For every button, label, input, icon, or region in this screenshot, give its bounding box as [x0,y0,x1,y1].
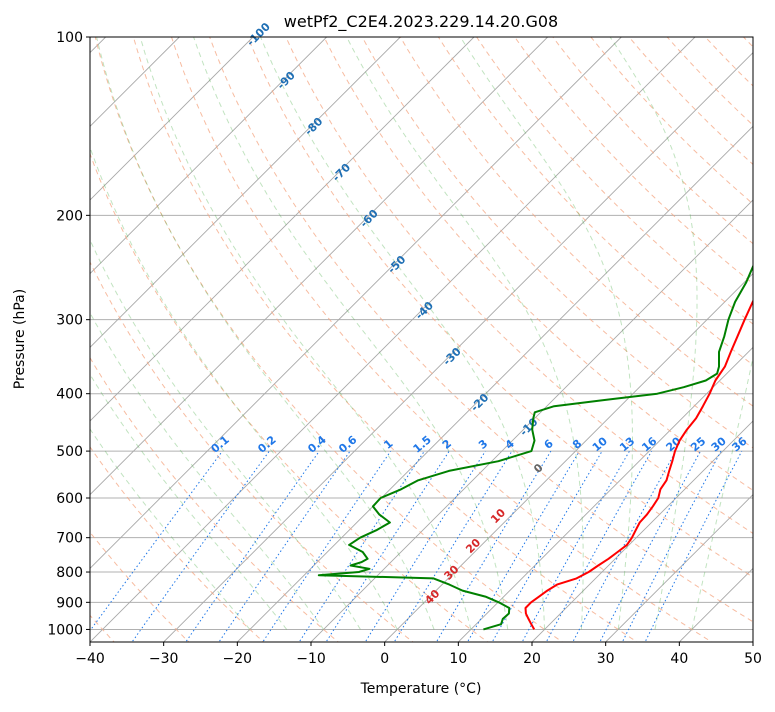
adiabat-label: 30 [442,563,462,583]
plot-frame [90,37,753,642]
moist-adiabat [1,37,324,629]
mixing-ratio-label: 3 [476,437,490,452]
x-tick-label: 10 [449,651,467,667]
isotherm [0,37,253,642]
dry-adiabat [92,24,566,645]
dry-adiabat [581,24,775,645]
dry-adiabat [17,24,416,645]
mixing-ratio-line [325,451,450,644]
x-axis-label: Temperature (°C) [360,681,482,697]
adiabat-label: -60 [358,207,381,230]
y-tick-label: 200 [56,208,83,224]
y-axis-label: Pressure (hPa) [12,289,28,389]
moist-adiabat [347,37,584,629]
isotherm [90,37,695,642]
y-tick-label: 700 [56,531,83,547]
dry-adiabat [506,24,775,645]
isotherm [679,37,775,642]
mixing-ratio-label: 2 [440,437,454,452]
isotherm [753,37,775,642]
x-tick-label: 40 [670,651,688,667]
dry-adiabat [130,24,641,645]
mixing-ratio-label: 4 [503,437,517,452]
adiabat-label: -100 [244,20,273,49]
mixing-ratio-line [644,451,742,644]
dry-adiabat [280,24,775,645]
x-tick-label: −40 [75,651,105,667]
y-tick-label: 100 [56,30,83,46]
x-tick-label: 30 [597,651,615,667]
moist-adiabat [194,37,508,629]
x-tick-label: −30 [149,651,179,667]
dry-adiabat [167,24,715,645]
adiabat-label: 10 [488,506,508,526]
adiabat-label: 40 [422,587,442,607]
isotherm [532,37,775,642]
dry-adiabat [430,24,775,645]
x-axis: −40 −30 −20 −10 0 10 20 30 40 50 [75,642,762,667]
dry-adiabat [355,24,775,645]
mixing-ratio-label: 1.5 [411,433,434,455]
isotherm [0,37,474,642]
mixing-ratio-line [217,451,350,644]
moist-adiabat [0,37,287,629]
adiabat-label: -50 [385,253,408,276]
x-tick-label: 0 [380,651,389,667]
moist-adiabat [261,37,545,629]
mixing-ratio-label: 8 [570,437,584,452]
y-tick-label: 400 [56,387,83,403]
moist-adiabat [692,37,775,629]
isotherm [311,37,775,642]
mixing-ratio-label: 6 [542,437,556,452]
adiabat-label: -30 [440,345,463,368]
chart-title: wetPf2_C2E4.2023.229.14.20.G08 [284,12,558,32]
mixing-ratio-label: 0.6 [336,433,360,456]
adiabat-label: -20 [468,391,491,414]
dry-adiabat [0,24,341,645]
isotherm [0,37,400,642]
moist-adiabat [0,37,250,629]
adiabat-label: -80 [302,115,325,138]
adiabat-label: 20 [463,536,483,556]
isotherm [164,37,769,642]
y-tick-label: 600 [56,491,83,507]
x-tick-label: −10 [296,651,326,667]
adiabat-label: -70 [330,161,353,184]
y-tick-label: 1000 [47,622,83,638]
y-tick-label: 300 [56,313,83,329]
dry-adiabat [318,24,775,645]
dry-adiabat [769,24,775,645]
dry-adiabat [393,24,775,645]
isotherm [0,37,327,642]
dry-adiabat [243,24,775,645]
y-axis: 100 200 300 400 500 600 700 800 900 1000 [47,30,90,638]
x-tick-label: −20 [223,651,253,667]
dry-adiabat [656,24,775,645]
y-tick-label: 500 [56,444,83,460]
isotherm [0,37,548,642]
adiabat-label: -90 [275,69,298,92]
adiabat-label: 0 [531,461,546,476]
dry-adiabat [693,24,775,645]
dry-adiabat [0,24,266,645]
x-tick-label: 50 [744,651,762,667]
y-tick-label: 900 [56,595,83,611]
moist-adiabat [60,37,397,629]
y-tick-label: 800 [56,565,83,581]
dry-adiabat [0,24,191,645]
mixing-ratio-line [80,451,222,644]
x-tick-label: 20 [523,651,541,667]
mixing-ratio-label: 0.4 [305,433,329,456]
background-lines [0,24,775,645]
mixing-ratio-line [466,451,579,644]
temperature-trace [526,37,775,629]
